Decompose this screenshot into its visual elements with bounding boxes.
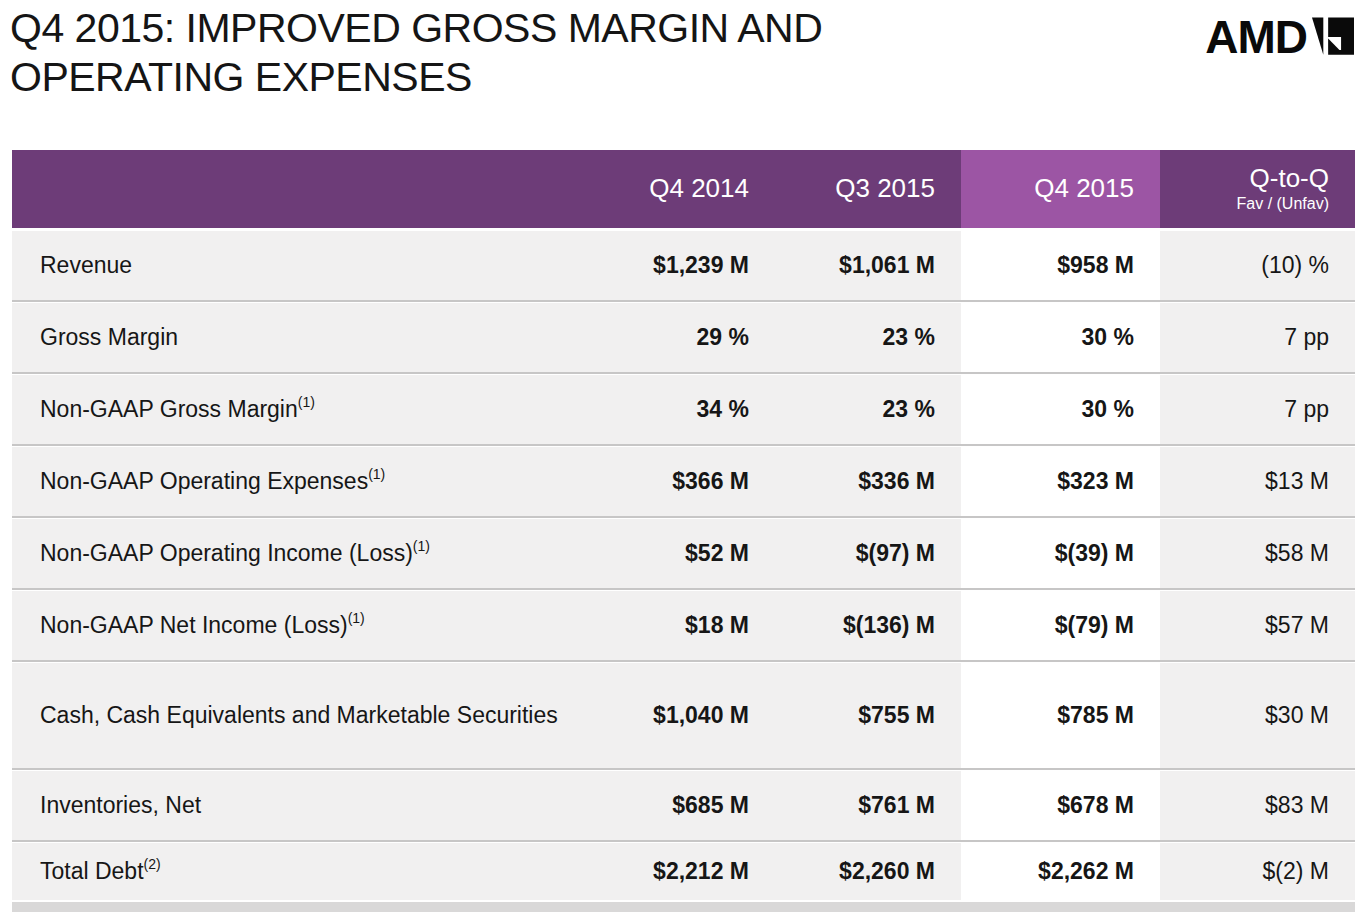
table-row-gross-margin: Gross Margin 29 % 23 % 30 % 7 pp xyxy=(12,303,1355,372)
table-row-inventories-net: Inventories, Net $685 M $761 M $678 M $8… xyxy=(12,771,1355,840)
slide: Q4 2015: IMPROVED GROSS MARGIN AND OPERA… xyxy=(0,0,1366,917)
header-subtitle-fav-unfav: Fav / (Unfav) xyxy=(1237,194,1329,213)
row-divider xyxy=(12,444,1355,447)
row-label: Non-GAAP Operating Income (Loss)(1) xyxy=(12,519,570,588)
value-q4-2015: $(79) M xyxy=(961,591,1160,660)
value-q4-2014: 34 % xyxy=(570,375,775,444)
table-row-non-gaap-operating-income: Non-GAAP Operating Income (Loss)(1) $52 … xyxy=(12,519,1355,588)
value-q-to-q: 7 pp xyxy=(1160,303,1355,372)
value-q3-2015: $761 M xyxy=(775,771,961,840)
value-q3-2015: $755 M xyxy=(775,663,961,768)
value-q4-2014: $1,040 M xyxy=(570,663,775,768)
row-label: Total Debt(2) xyxy=(12,843,570,900)
value-q-to-q: $57 M xyxy=(1160,591,1355,660)
value-q3-2015: $1,061 M xyxy=(775,231,961,300)
row-label: Non-GAAP Net Income (Loss)(1) xyxy=(12,591,570,660)
header-cell-label xyxy=(12,150,570,228)
value-q4-2015: $323 M xyxy=(961,447,1160,516)
value-q-to-q: $58 M xyxy=(1160,519,1355,588)
table-row-cash-equivalents: Cash, Cash Equivalents and Marketable Se… xyxy=(12,663,1355,768)
value-q-to-q: $30 M xyxy=(1160,663,1355,768)
value-q4-2015: $678 M xyxy=(961,771,1160,840)
page-title: Q4 2015: IMPROVED GROSS MARGIN AND OPERA… xyxy=(10,4,822,102)
table-header: Q4 2014 Q3 2015 Q4 2015 Q-to-Q Fav / (Un… xyxy=(12,150,1355,228)
header-cell-q4-2015: Q4 2015 xyxy=(961,150,1160,228)
value-q3-2015: 23 % xyxy=(775,375,961,444)
value-q4-2014: $1,239 M xyxy=(570,231,775,300)
row-divider xyxy=(12,588,1355,591)
value-q4-2014: $18 M xyxy=(570,591,775,660)
amd-arrow-icon xyxy=(1312,16,1354,58)
header-cell-q-to-q: Q-to-Q Fav / (Unfav) xyxy=(1160,150,1355,228)
row-label: Non-GAAP Operating Expenses(1) xyxy=(12,447,570,516)
table-bottom-strip xyxy=(12,902,1355,912)
value-q-to-q: (10) % xyxy=(1160,231,1355,300)
value-q4-2014: 29 % xyxy=(570,303,775,372)
header-cell-q4-2014: Q4 2014 xyxy=(570,150,775,228)
financial-table: Q4 2014 Q3 2015 Q4 2015 Q-to-Q Fav / (Un… xyxy=(12,150,1355,912)
value-q4-2015: 30 % xyxy=(961,303,1160,372)
row-label: Cash, Cash Equivalents and Marketable Se… xyxy=(12,663,570,768)
value-q3-2015: 23 % xyxy=(775,303,961,372)
value-q-to-q: $(2) M xyxy=(1160,843,1355,900)
value-q4-2015: $2,262 M xyxy=(961,843,1160,900)
value-q3-2015: $2,260 M xyxy=(775,843,961,900)
table-row-total-debt: Total Debt(2) $2,212 M $2,260 M $2,262 M… xyxy=(12,843,1355,900)
row-divider xyxy=(12,300,1355,303)
row-label: Revenue xyxy=(12,231,570,300)
amd-logo-text: AMD xyxy=(1205,14,1307,60)
page-title-line1: Q4 2015: IMPROVED GROSS MARGIN AND xyxy=(10,4,822,53)
value-q3-2015: $(97) M xyxy=(775,519,961,588)
value-q4-2014: $52 M xyxy=(570,519,775,588)
row-label: Gross Margin xyxy=(12,303,570,372)
value-q3-2015: $(136) M xyxy=(775,591,961,660)
value-q4-2015: $785 M xyxy=(961,663,1160,768)
header-cell-q3-2015: Q3 2015 xyxy=(775,150,961,228)
value-q3-2015: $336 M xyxy=(775,447,961,516)
value-q4-2014: $685 M xyxy=(570,771,775,840)
row-divider xyxy=(12,660,1355,663)
value-q-to-q: $13 M xyxy=(1160,447,1355,516)
value-q4-2015: 30 % xyxy=(961,375,1160,444)
table-row-non-gaap-operating-expenses: Non-GAAP Operating Expenses(1) $366 M $3… xyxy=(12,447,1355,516)
row-divider xyxy=(12,516,1355,519)
row-label: Non-GAAP Gross Margin(1) xyxy=(12,375,570,444)
page-title-line2: OPERATING EXPENSES xyxy=(10,53,822,102)
row-divider xyxy=(12,768,1355,771)
row-divider xyxy=(12,840,1355,843)
amd-logo: AMD xyxy=(1205,14,1354,60)
row-label: Inventories, Net xyxy=(12,771,570,840)
value-q4-2014: $2,212 M xyxy=(570,843,775,900)
table-row-revenue: Revenue $1,239 M $1,061 M $958 M (10) % xyxy=(12,231,1355,300)
value-q4-2015: $(39) M xyxy=(961,519,1160,588)
row-divider xyxy=(12,372,1355,375)
value-q4-2015: $958 M xyxy=(961,231,1160,300)
value-q-to-q: 7 pp xyxy=(1160,375,1355,444)
value-q4-2014: $366 M xyxy=(570,447,775,516)
table-row-non-gaap-gross-margin: Non-GAAP Gross Margin(1) 34 % 23 % 30 % … xyxy=(12,375,1355,444)
table-row-non-gaap-net-income: Non-GAAP Net Income (Loss)(1) $18 M $(13… xyxy=(12,591,1355,660)
value-q-to-q: $83 M xyxy=(1160,771,1355,840)
